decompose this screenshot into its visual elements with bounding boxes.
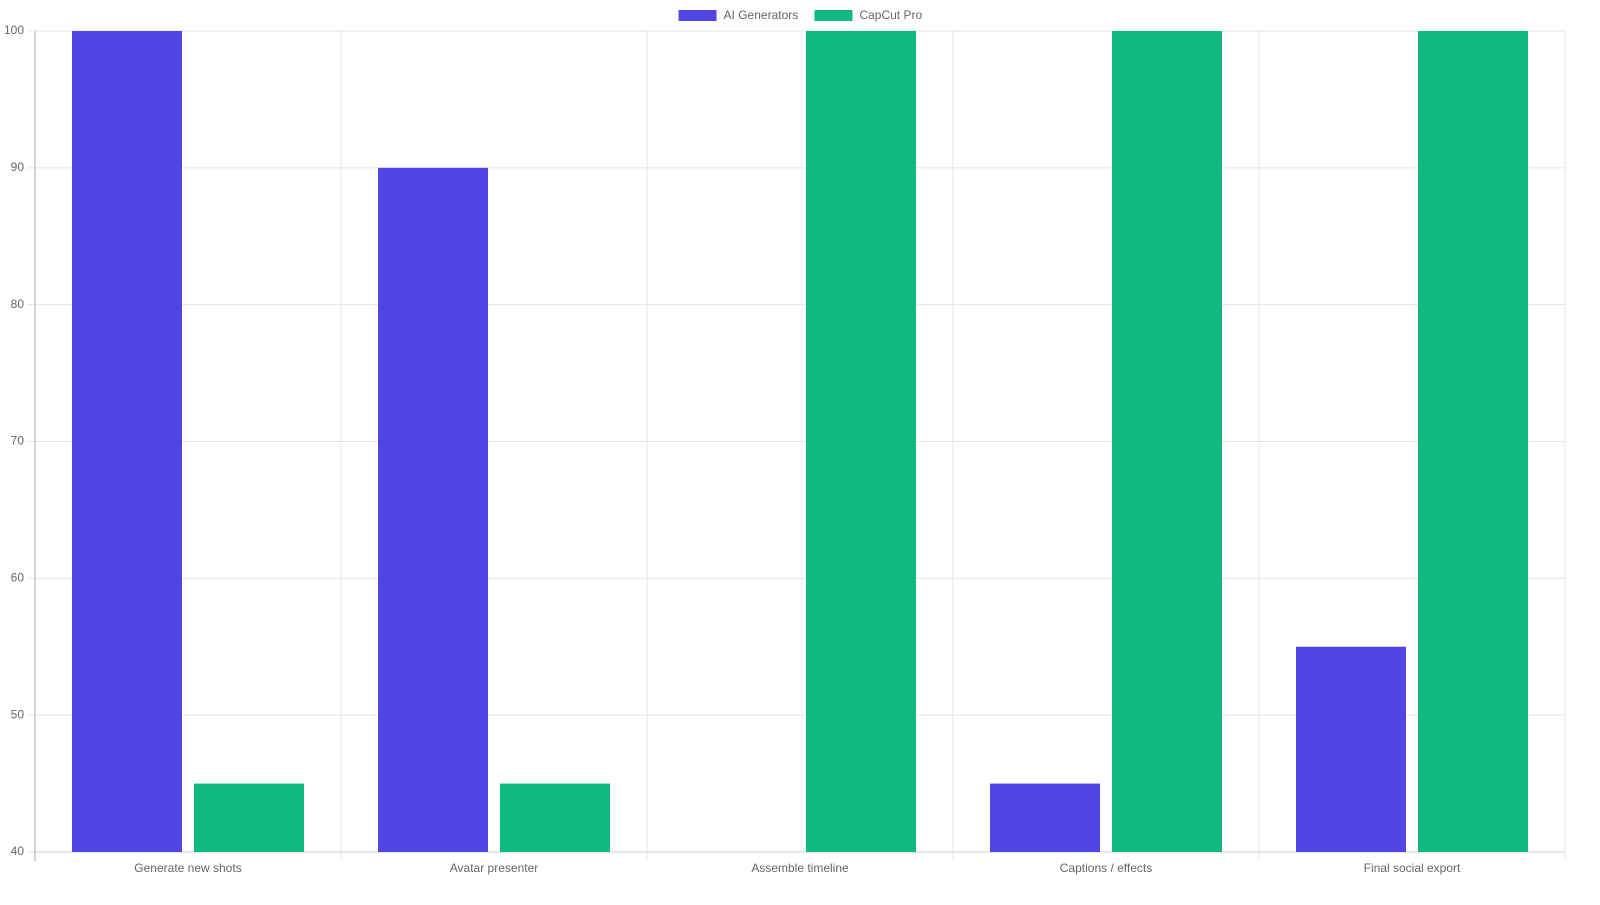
y-tick-label: 40 — [11, 844, 25, 858]
x-tick-label: Captions / effects — [1060, 861, 1153, 875]
x-tick-label: Generate new shots — [134, 861, 241, 875]
y-tick-label: 60 — [11, 571, 25, 585]
x-tick-label: Avatar presenter — [450, 861, 539, 875]
y-tick-label: 70 — [11, 434, 25, 448]
bar — [194, 783, 304, 852]
bar — [1112, 31, 1222, 852]
y-tick-label: 80 — [11, 297, 25, 311]
legend-label: AI Generators — [724, 8, 799, 22]
bar — [1296, 646, 1406, 852]
x-tick-label: Final social export — [1364, 861, 1461, 875]
legend-swatch — [814, 10, 853, 21]
y-tick-label: 100 — [4, 23, 24, 37]
bar — [1418, 31, 1528, 852]
legend-label: CapCut Pro — [859, 8, 922, 22]
bar — [990, 783, 1100, 852]
bar — [500, 783, 610, 852]
bar — [806, 31, 916, 852]
y-tick-label: 90 — [11, 160, 25, 174]
legend-swatch — [678, 10, 717, 21]
y-tick-label: 50 — [11, 707, 25, 721]
bar — [378, 167, 488, 853]
x-tick-label: Assemble timeline — [751, 861, 849, 875]
bar — [72, 31, 182, 852]
